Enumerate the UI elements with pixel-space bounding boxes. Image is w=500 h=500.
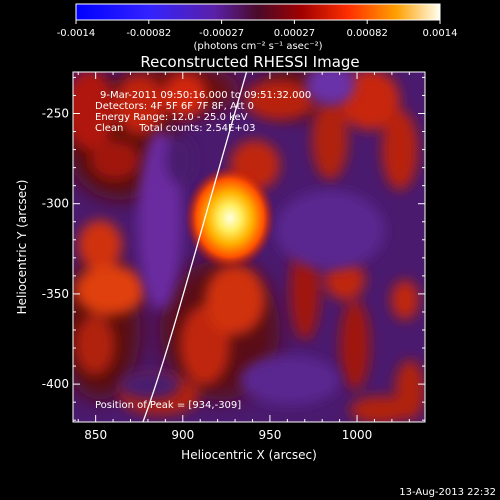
y-axis-label: Heliocentric Y (arcsec) <box>15 180 29 315</box>
x-tick-label: 950 <box>258 428 281 442</box>
colorbar-tick-label: -0.0014 <box>57 28 96 39</box>
colorbar-gradient <box>75 3 441 21</box>
x-axis-label: Heliocentric X (arcsec) <box>181 448 317 462</box>
x-tick-label: 1000 <box>342 428 373 442</box>
colorbar-tick-label: -0.00027 <box>199 28 244 39</box>
flare-peak-source <box>185 166 275 270</box>
image-info-detectors: Detectors: 4F 5F 6F 7F 8F, Att 0 <box>95 101 254 112</box>
y-tick-label: -400 <box>42 377 69 391</box>
colorbar-tick-label: 0.0014 <box>423 28 458 39</box>
image-info-time: 9-Mar-2011 09:50:16.000 to 09:51:32.000 <box>100 90 311 101</box>
y-tick-label: -350 <box>42 287 69 301</box>
colorbar: -0.0014 -0.00082 -0.00027 0.00027 0.00082 0.0… <box>57 3 458 52</box>
y-tick-label: -300 <box>42 197 69 211</box>
plot-frame <box>72 71 426 423</box>
y-axis: -250 -300 -350 -400 <box>42 76 425 421</box>
image-red-regions <box>73 72 425 422</box>
y-tick-label: -250 <box>42 106 69 120</box>
x-tick-label: 850 <box>84 428 107 442</box>
image-info-counts: Clean Total counts: 2.54E+03 <box>95 123 255 134</box>
image-info: 9-Mar-2011 09:50:16.000 to 09:51:32.000 … <box>95 90 311 411</box>
peak-position-text: Position of Peak = [934,-309] <box>95 400 241 411</box>
solar-limb-line <box>142 72 248 422</box>
colorbar-ticks: -0.0014 -0.00082 -0.00027 0.00027 0.00082 0.0… <box>57 20 458 39</box>
colorbar-tick-label: 0.00082 <box>347 28 388 39</box>
colorbar-unit-label: (photons cm⁻² s⁻¹ asec⁻²) <box>193 41 322 52</box>
image-title: Reconstructed RHESSI Image <box>140 53 359 71</box>
colorbar-tick-label: -0.00082 <box>126 28 171 39</box>
image-info-energy: Energy Range: 12.0 - 25.0 keV <box>95 112 248 123</box>
x-axis: 850 900 950 1000 <box>77 72 410 442</box>
x-tick-label: 900 <box>171 428 194 442</box>
rhessi-image <box>73 72 425 422</box>
footer-timestamp: 13-Aug-2013 22:32 <box>399 487 496 498</box>
colorbar-tick-label: 0.00027 <box>274 28 315 39</box>
image-purple-regions <box>120 72 385 405</box>
